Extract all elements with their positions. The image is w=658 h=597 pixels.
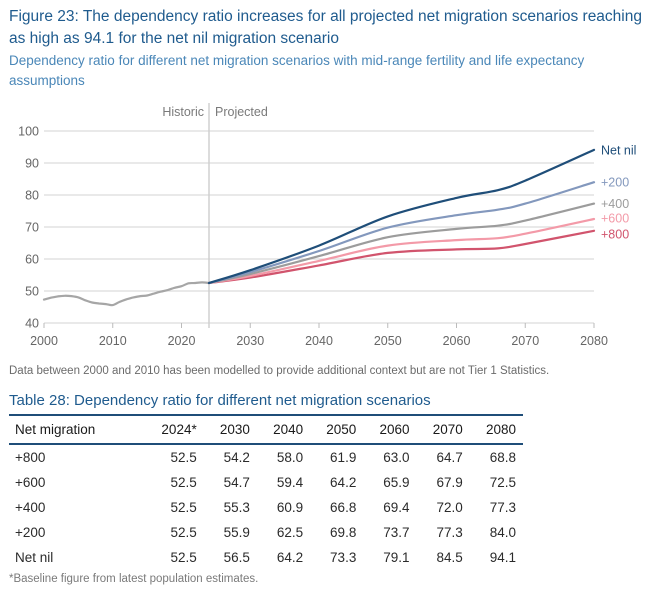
figure-title: Figure 23: The dependency ratio increase… [9,8,642,47]
series-label: Net nil [601,143,636,157]
value-cell: 54.2 [223,450,250,465]
value-cell: 62.5 [276,525,304,540]
table-title: Table 28: Dependency ratio for different… [9,392,431,409]
value-cell: 64.7 [436,450,463,465]
table-row: +200 52.5 55.9 62.5 69.8 73.7 77.3 84.0 [9,520,523,545]
value-cell: 56.5 [223,550,250,565]
scenario-cell: +200 [15,525,46,540]
value-cell: 54.7 [223,475,250,490]
series-line-400 [207,202,596,285]
value-cell: 55.3 [223,500,250,515]
x-tick-label: 2000 [30,334,58,348]
value-cell: 73.3 [330,550,357,565]
x-tick-label: 2070 [511,334,539,348]
value-cell: 52.5 [170,525,197,540]
column-header: 2060 [379,422,410,437]
table-row: +600 52.5 54.7 59.4 64.2 65.9 67.9 72.5 [9,470,523,495]
value-cell: 65.9 [383,475,410,490]
value-cell: 52.5 [170,500,197,515]
y-tick-label: 40 [25,317,39,331]
value-cell: 84.0 [489,525,516,540]
projected-label: Projected [215,105,268,119]
x-tick-label: 2020 [168,334,196,348]
value-cell: 94.1 [489,550,516,565]
chart-note: Data between 2000 and 2010 has been mode… [9,365,550,377]
value-cell: 63.0 [383,450,410,465]
series-lines [42,148,596,307]
table-row: Net nil 52.5 56.5 64.2 73.3 79.1 84.5 94.1 [9,545,523,570]
value-cell: 69.8 [330,525,357,540]
series-line-200 [207,181,596,285]
column-header: 2080 [485,422,516,437]
value-cell: 52.5 [170,550,197,565]
series-label: +400 [601,197,629,211]
historic-projected-divider: Historic Projected [162,103,268,328]
y-tick-label: 60 [25,253,39,267]
scenario-cell: +400 [15,500,46,515]
series-labels: +800+600+400 +200 Net nil [601,143,636,241]
column-header: Net migration [15,422,96,437]
value-cell: 58.0 [276,450,304,465]
series-line-net-nil [207,148,596,285]
series-label: +200 [601,176,629,190]
value-cell: 73.7 [383,525,410,540]
value-cell: 69.4 [383,500,410,515]
x-tick-label: 2060 [443,334,471,348]
series-label: +800 [601,227,629,241]
x-tick-label: 2010 [99,334,127,348]
scenario-cell: +800 [15,450,46,465]
y-tick-label: 50 [25,285,39,299]
y-axis: 40 50 60 70 80 90 100 [18,125,39,331]
series-line-historic [42,281,211,307]
value-cell: 59.4 [276,475,304,490]
value-cell: 60.9 [276,500,304,515]
gridlines [44,130,594,324]
column-header: 2040 [273,422,304,437]
value-cell: 64.2 [330,475,357,490]
column-header: 2050 [326,422,357,437]
value-cell: 68.8 [489,450,516,465]
x-tick-label: 2040 [305,334,333,348]
value-cell: 52.5 [170,450,197,465]
value-cell: 72.5 [489,475,516,490]
value-cell: 77.3 [436,525,463,540]
x-tick-label: 2030 [236,334,264,348]
value-cell: 67.9 [436,475,463,490]
value-cell: 79.1 [383,550,410,565]
value-cell: 61.9 [330,450,357,465]
x-axis: 2000 2010 2020 2030 2040 2050 2060 2070 2080 [30,323,608,348]
table-header-row: Net migration 2024* 2030 2040 2050 2060 … [9,415,523,444]
table-row: +800 52.5 54.2 58.0 61.9 63.0 64.7 68.8 [9,444,523,470]
historic-label: Historic [162,105,204,119]
x-tick-label: 2080 [580,334,608,348]
value-cell: 84.5 [436,550,463,565]
value-cell: 72.0 [436,500,463,515]
dependency-ratio-table: Net migration 2024* 2030 2040 2050 2060 … [9,414,523,570]
x-tick-label: 2050 [374,334,402,348]
table-footnote: *Baseline figure from latest population … [9,573,259,585]
dependency-ratio-chart: 40 50 60 70 80 90 100 2000 2010 2020 2030 2040 2050… [18,103,636,348]
y-tick-label: 100 [18,125,39,139]
series-line-600 [207,217,596,285]
series-line-800 [207,229,596,285]
column-header: 2030 [219,422,250,437]
value-cell: 52.5 [170,475,197,490]
value-cell: 55.9 [223,525,250,540]
value-cell: 77.3 [489,500,516,515]
table-body: +800 52.5 54.2 58.0 61.9 63.0 64.7 68.8 +600 52.5… [9,444,523,570]
series-label: +600 [601,212,629,226]
column-header: 2024* [161,422,197,437]
column-header: 2070 [432,422,463,437]
scenario-cell: +600 [15,475,46,490]
scenario-cell: Net nil [15,550,54,565]
y-tick-label: 90 [25,157,39,171]
y-tick-label: 70 [25,221,39,235]
value-cell: 64.2 [276,550,304,565]
table-row: +400 52.5 55.3 60.9 66.8 69.4 72.0 77.3 [9,495,523,520]
y-tick-label: 80 [25,189,39,203]
value-cell: 66.8 [330,500,357,515]
figure-subtitle: Dependency ratio for different net migra… [9,53,585,88]
